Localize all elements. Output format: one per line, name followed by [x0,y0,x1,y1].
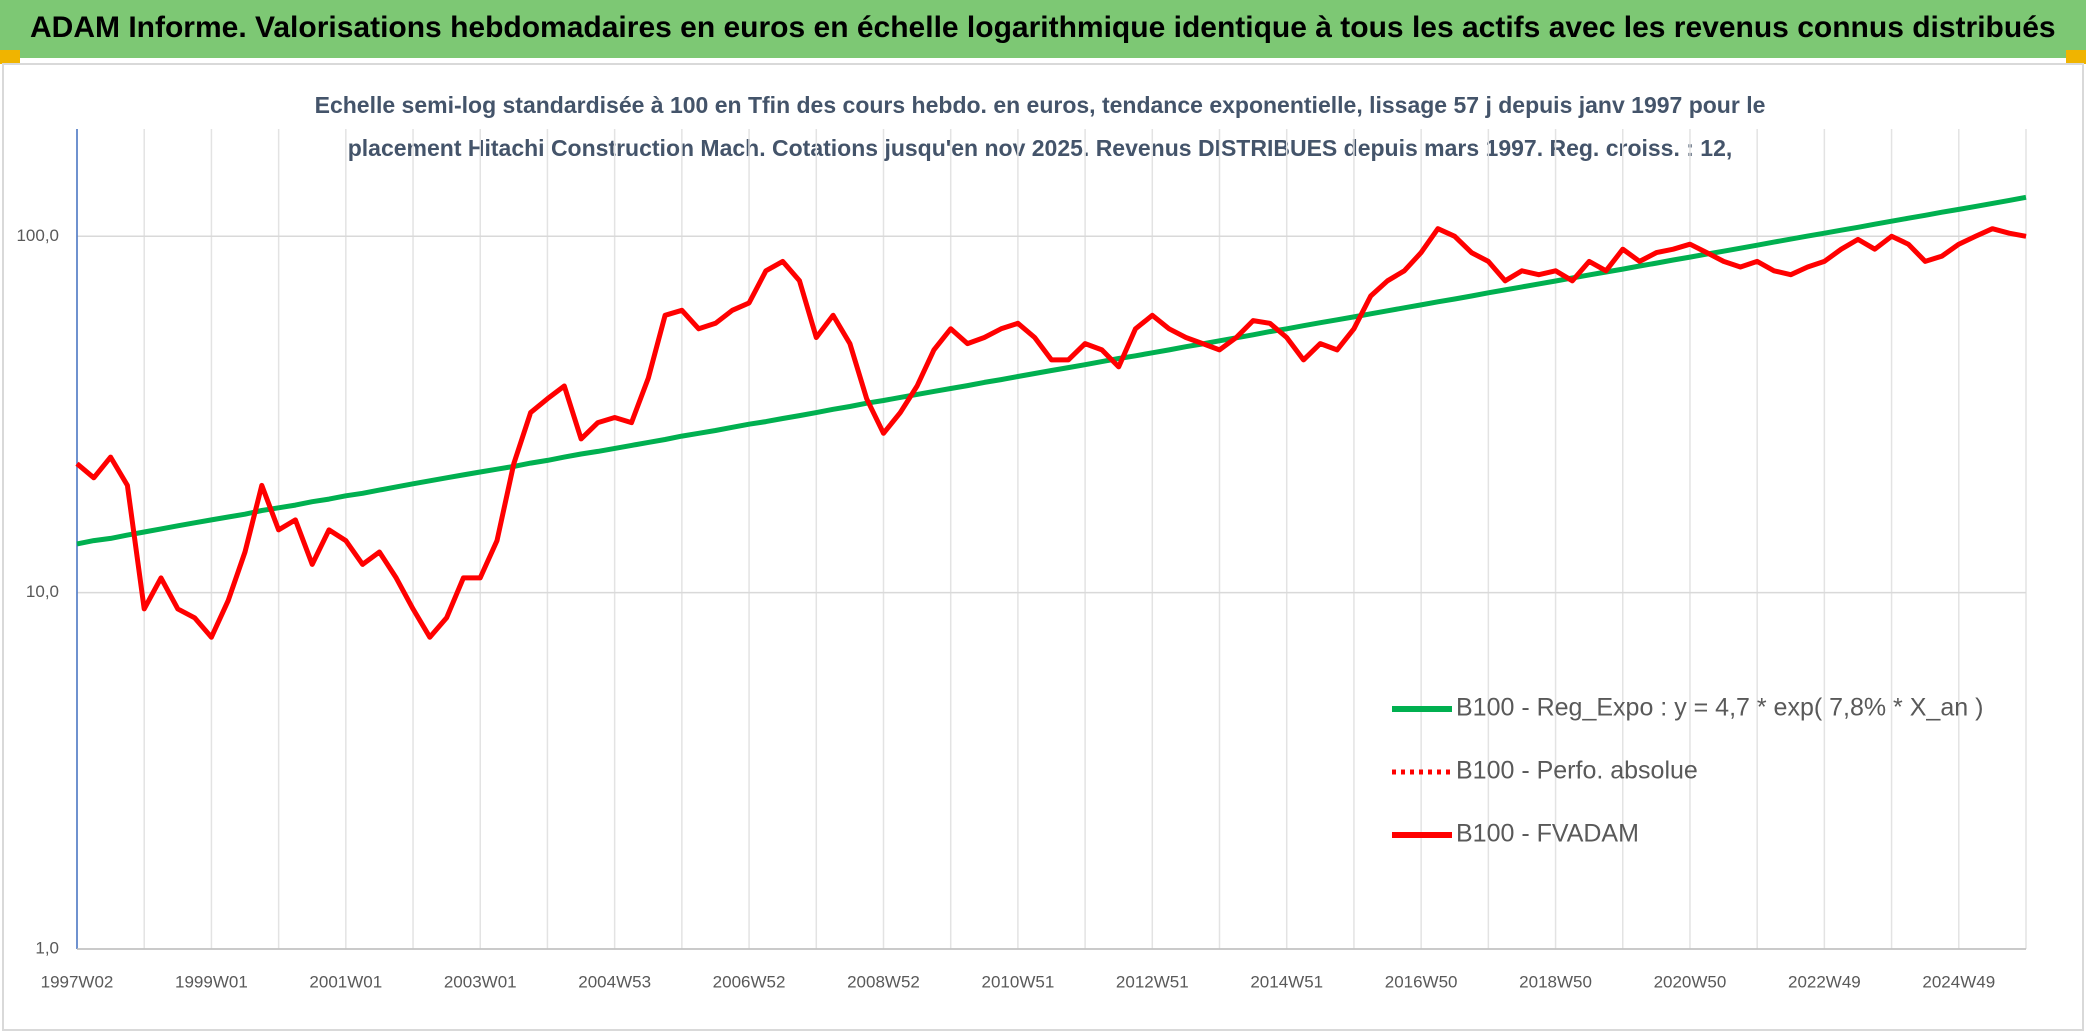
x-tick-label: 2020W50 [1654,972,1727,991]
x-tick-label: 2003W01 [444,972,517,991]
chart-border [2,63,2084,1031]
x-tick-label: 2004W53 [578,972,651,991]
corner-accent [2066,50,2086,64]
x-tick-label: 2018W50 [1519,972,1592,991]
series-line [76,194,2027,547]
y-tick-label: 10,0 [26,582,59,601]
legend-label: B100 - FVADAM [1456,820,1639,848]
x-tick-label: 1997W02 [41,972,114,991]
x-tick-label: 1999W01 [175,972,248,991]
chart-subtitle: placement Hitachi Construction Mach. Cot… [348,135,1733,161]
x-tick-label: 2001W01 [309,972,382,991]
corner-accent [0,50,20,64]
chart-subtitle: Echelle semi-log standardisée à 100 en T… [315,92,1766,118]
x-tick-label: 2024W49 [1922,972,1995,991]
header-bar [0,0,2086,58]
x-tick-label: 2008W52 [847,972,920,991]
x-tick-label: 2006W52 [713,972,786,991]
x-tick-label: 2016W50 [1385,972,1458,991]
y-tick-label: 100,0 [16,226,59,245]
x-tick-label: 2012W51 [1116,972,1189,991]
x-tick-label: 2022W49 [1788,972,1861,991]
legend-label: B100 - Reg_Expo : y = 4,7 * exp( 7,8% * … [1456,694,1983,722]
legend-label: B100 - Perfo. absolue [1456,757,1698,785]
x-tick-label: 2014W51 [1250,972,1323,991]
series-line [75,226,2027,640]
x-tick-label: 2010W51 [982,972,1055,991]
y-tick-label: 1,0 [35,938,59,957]
chart-title: ADAM Informe. Valorisations hebdomadaire… [30,11,2056,44]
